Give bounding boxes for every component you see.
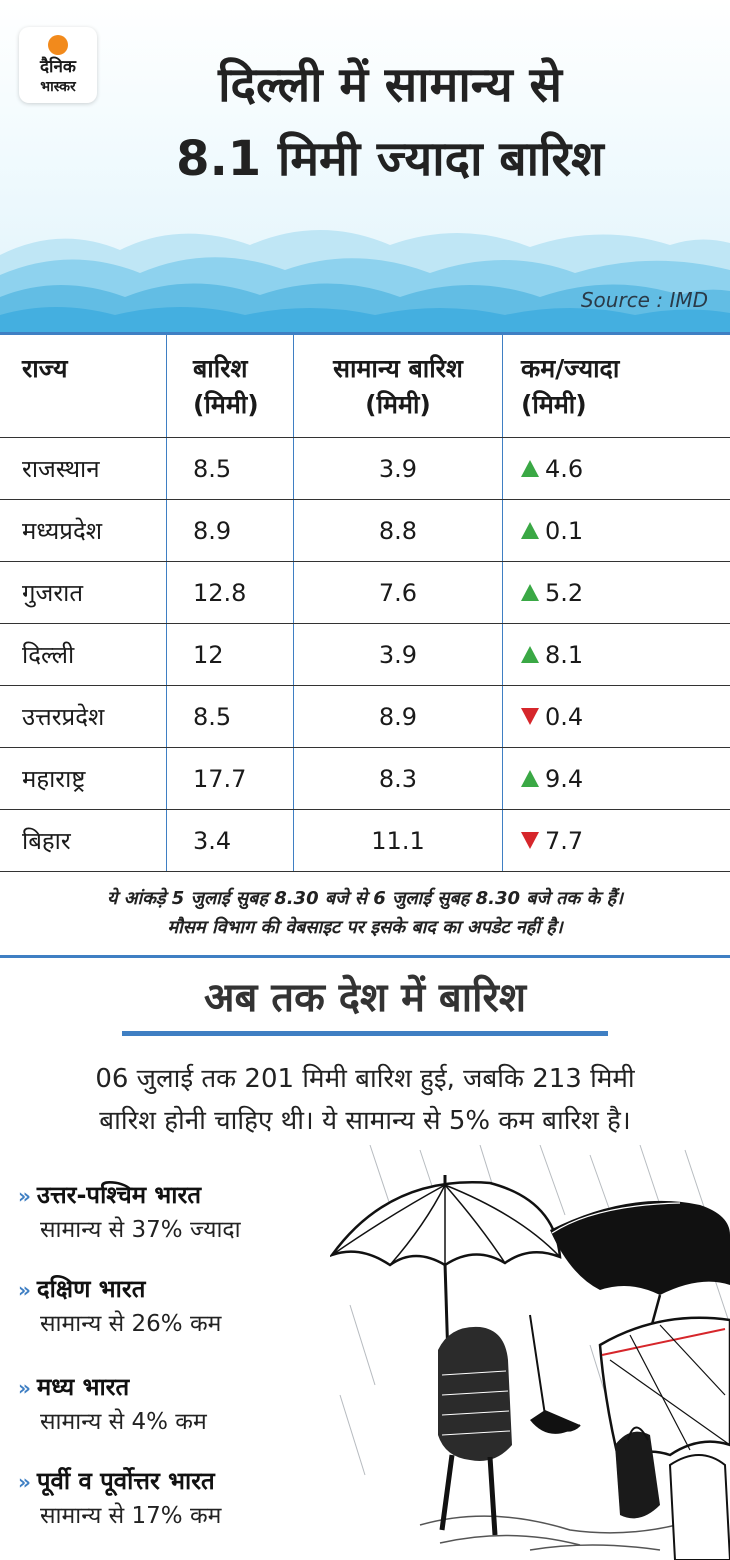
region-item: » उत्तर-पश्चिम भारत सामान्य से 37% ज्यादा xyxy=(18,1178,348,1247)
diff-value: 5.2 xyxy=(545,578,584,607)
diff-cell: 5.2 xyxy=(502,562,730,623)
rain-cell: 8.9 xyxy=(166,500,293,561)
table-row: बिहार 3.4 11.1 7.7 xyxy=(0,810,730,872)
normal-cell: 8.9 xyxy=(293,686,502,747)
region-value: सामान्य से 26% कम xyxy=(40,1311,222,1337)
summary-line-1: 06 जुलाई तक 201 मिमी बारिश हुई, जबकि 213… xyxy=(95,1064,635,1094)
region-item: » पूर्वी व पूर्वोत्तर भारत सामान्य से 17%… xyxy=(18,1464,348,1533)
normal-cell: 8.8 xyxy=(293,500,502,561)
state-cell: दिल्ली xyxy=(22,640,75,669)
diff-value: 7.7 xyxy=(545,826,584,855)
data-note: ये आंकड़े 5 जुलाई सुबह 8.30 बजे से 6 जुल… xyxy=(0,884,730,942)
region-name: उत्तर-पश्चिम भारत xyxy=(36,1181,202,1209)
table-row: दिल्ली 12 3.9 8.1 xyxy=(0,624,730,686)
logo-text-bottom: भास्कर xyxy=(40,79,76,95)
title-line-1: दिल्ली में सामान्य से xyxy=(218,57,562,113)
diff-cell: 7.7 xyxy=(502,810,730,871)
country-summary: 06 जुलाई तक 201 मिमी बारिश हुई, जबकि 213… xyxy=(20,1058,710,1142)
header-banner: दैनिक भास्कर दिल्ली में सामान्य से 8.1 म… xyxy=(0,0,730,332)
region-name: दक्षिण भारत xyxy=(36,1275,146,1303)
region-name: मध्य भारत xyxy=(36,1373,130,1401)
diff-cell: 0.4 xyxy=(502,686,730,747)
bullet-icon: » xyxy=(18,1278,31,1302)
diff-cell: 8.1 xyxy=(502,624,730,685)
header-rain: बारिश (मिमी) xyxy=(166,335,293,437)
page-title: दिल्ली में सामान्य से 8.1 मिमी ज्यादा बा… xyxy=(110,48,670,196)
country-heading: अब तक देश में बारिश xyxy=(203,975,527,1021)
diff-value: 0.1 xyxy=(545,516,584,545)
diff-cell: 0.1 xyxy=(502,500,730,561)
state-cell: राजस्थान xyxy=(22,454,100,483)
arrow-down-icon xyxy=(521,708,539,725)
arrow-up-icon xyxy=(521,584,539,601)
note-line-2: मौसम विभाग की वेबसाइट पर इसके बाद का अपड… xyxy=(167,917,563,938)
umbrella-rain-illustration xyxy=(330,1145,730,1560)
rain-cell: 8.5 xyxy=(166,438,293,499)
waves-illustration xyxy=(0,230,730,332)
summary-line-2: बारिश होनी चाहिए थी। ये सामान्य से 5% कम… xyxy=(99,1106,631,1136)
normal-cell: 11.1 xyxy=(293,810,502,871)
section-divider xyxy=(0,955,730,958)
header-normal: सामान्य बारिश (मिमी) xyxy=(293,335,502,437)
header-state: राज्य xyxy=(22,354,68,383)
table-row: मध्यप्रदेश 8.9 8.8 0.1 xyxy=(0,500,730,562)
rain-cell: 12.8 xyxy=(166,562,293,623)
normal-cell: 7.6 xyxy=(293,562,502,623)
region-value: सामान्य से 17% कम xyxy=(40,1503,222,1529)
arrow-up-icon xyxy=(521,460,539,477)
region-name: पूर्वी व पूर्वोत्तर भारत xyxy=(36,1467,215,1495)
table-row: उत्तरप्रदेश 8.5 8.9 0.4 xyxy=(0,686,730,748)
bullet-icon: » xyxy=(18,1184,31,1208)
table-row: गुजरात 12.8 7.6 5.2 xyxy=(0,562,730,624)
state-cell: महाराष्ट्र xyxy=(22,764,86,793)
arrow-down-icon xyxy=(521,832,539,849)
bullet-icon: » xyxy=(18,1376,31,1400)
region-value: सामान्य से 37% ज्यादा xyxy=(40,1217,241,1243)
region-item: » मध्य भारत सामान्य से 4% कम xyxy=(18,1370,348,1439)
diff-value: 4.6 xyxy=(545,454,584,483)
diff-cell: 9.4 xyxy=(502,748,730,809)
state-cell: उत्तरप्रदेश xyxy=(22,702,105,731)
rain-cell: 17.7 xyxy=(166,748,293,809)
table-row: राजस्थान 8.5 3.9 4.6 xyxy=(0,438,730,500)
table-row: महाराष्ट्र 17.7 8.3 9.4 xyxy=(0,748,730,810)
normal-cell: 8.3 xyxy=(293,748,502,809)
heading-underline xyxy=(122,1031,608,1036)
state-cell: मध्यप्रदेश xyxy=(22,516,103,545)
region-item: » दक्षिण भारत सामान्य से 26% कम xyxy=(18,1272,348,1341)
logo-text-top: दैनिक xyxy=(40,57,76,77)
diff-value: 8.1 xyxy=(545,640,584,669)
title-line-2: 8.1 मिमी ज्यादा बारिश xyxy=(176,131,604,187)
arrow-up-icon xyxy=(521,522,539,539)
region-value: सामान्य से 4% कम xyxy=(40,1409,207,1435)
rain-cell: 12 xyxy=(166,624,293,685)
rain-table: राज्य बारिश (मिमी) सामान्य बारिश (मिमी) … xyxy=(0,332,730,872)
rain-cell: 3.4 xyxy=(166,810,293,871)
diff-value: 0.4 xyxy=(545,702,584,731)
diff-cell: 4.6 xyxy=(502,438,730,499)
arrow-up-icon xyxy=(521,646,539,663)
sun-icon xyxy=(48,35,68,55)
bullet-icon: » xyxy=(18,1470,31,1494)
note-line-1: ये आंकड़े 5 जुलाई सुबह 8.30 बजे से 6 जुल… xyxy=(106,888,623,909)
table-header-row: राज्य बारिश (मिमी) सामान्य बारिश (मिमी) … xyxy=(0,335,730,438)
arrow-up-icon xyxy=(521,770,539,787)
diff-value: 9.4 xyxy=(545,764,584,793)
header-diff: कम/ज्यादा (मिमी) xyxy=(502,335,730,437)
state-cell: बिहार xyxy=(22,826,71,855)
rain-cell: 8.5 xyxy=(166,686,293,747)
normal-cell: 3.9 xyxy=(293,438,502,499)
normal-cell: 3.9 xyxy=(293,624,502,685)
brand-logo: दैनिक भास्कर xyxy=(19,27,97,103)
source-label: Source : IMD xyxy=(580,288,708,312)
state-cell: गुजरात xyxy=(22,578,84,607)
